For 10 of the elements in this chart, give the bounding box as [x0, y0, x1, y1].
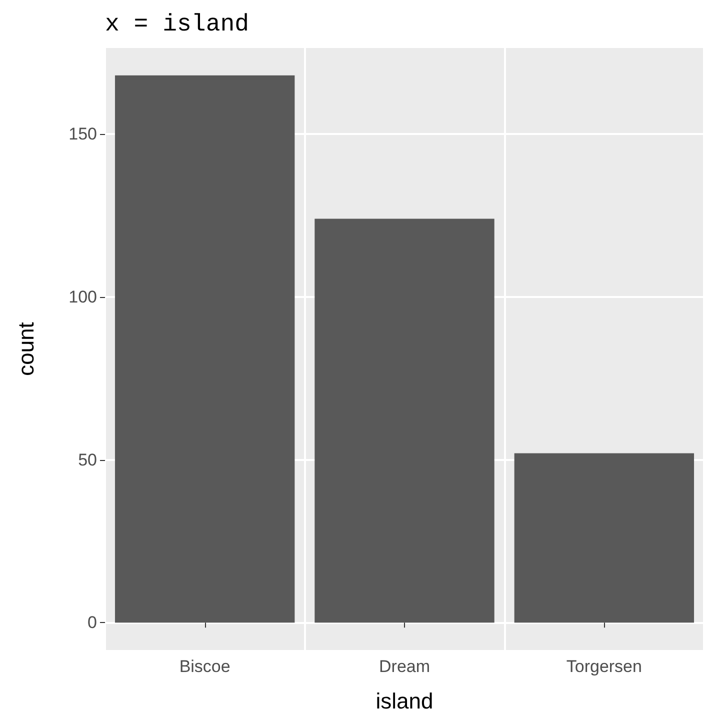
y-tick-label: 150 [68, 124, 97, 144]
y-tick-label: 50 [78, 450, 97, 470]
y-tick-label: 0 [88, 613, 97, 632]
x-axis-title: island [376, 688, 434, 714]
x-tick-label: Dream [378, 657, 430, 676]
chart-title: x = island [105, 12, 250, 38]
y-axis-title: count [14, 322, 38, 376]
y-tick-label: 100 [68, 287, 97, 306]
x-tick-label: Torgersen [566, 657, 642, 676]
x-tick-label: Biscoe [179, 657, 230, 676]
